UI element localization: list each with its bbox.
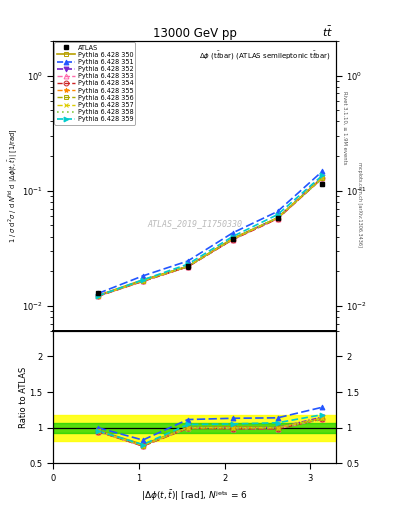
Text: $t\bar{t}$: $t\bar{t}$ [322,25,333,39]
Text: Rivet 3.1.10, ≥ 1.9M events: Rivet 3.1.10, ≥ 1.9M events [343,91,348,165]
Text: $\Delta\phi$ (t$\bar{t}$bar) (ATLAS semileptonic t$\bar{t}$bar): $\Delta\phi$ (t$\bar{t}$bar) (ATLAS semi… [198,50,331,62]
X-axis label: $|\Delta\phi(t,\bar{t})|$ [rad], $N^{\rm jets}$ = 6: $|\Delta\phi(t,\bar{t})|$ [rad], $N^{\rm… [141,488,248,503]
Title: 13000 GeV pp: 13000 GeV pp [152,27,237,40]
Y-axis label: 1 / $\sigma$ d$^{2}$$\sigma$ / d $N^{\rm fid}$ d $|\Delta\phi(t,\bar{t})|$ [1/ra: 1 / $\sigma$ d$^{2}$$\sigma$ / d $N^{\rm… [7,129,20,243]
Y-axis label: Ratio to ATLAS: Ratio to ATLAS [19,367,28,428]
Text: ATLAS_2019_I1750330: ATLAS_2019_I1750330 [147,220,242,228]
Text: mcplots.cern.ch [arXiv:1306.3436]: mcplots.cern.ch [arXiv:1306.3436] [357,162,362,247]
Legend: ATLAS, Pythia 6.428 350, Pythia 6.428 351, Pythia 6.428 352, Pythia 6.428 353, P: ATLAS, Pythia 6.428 350, Pythia 6.428 35… [54,42,136,124]
